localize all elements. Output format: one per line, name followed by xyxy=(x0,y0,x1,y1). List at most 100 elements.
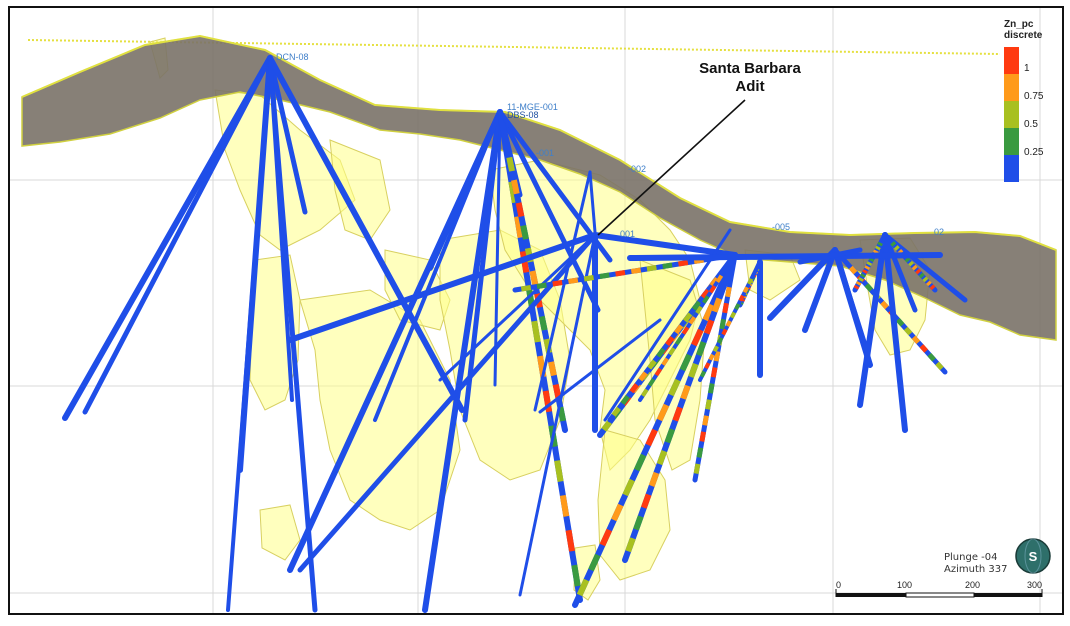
drillhole-trace xyxy=(82,55,273,415)
assay-interval xyxy=(717,336,724,344)
assay-interval xyxy=(633,453,647,472)
drillhole-trace xyxy=(627,252,943,261)
assay-interval xyxy=(681,326,690,335)
adit-annotation: Santa Barbara Adit xyxy=(680,60,820,96)
assay-interval xyxy=(922,276,929,283)
assay-interval xyxy=(699,370,707,378)
assay-interval xyxy=(536,282,547,289)
assay-interval xyxy=(630,267,642,274)
topography-surface xyxy=(21,34,1057,341)
legend-label: 0.5 xyxy=(1024,119,1038,130)
assay-interval xyxy=(915,268,922,275)
assay-interval xyxy=(875,245,881,251)
assay-interval xyxy=(929,284,936,291)
assay-interval xyxy=(615,270,626,277)
assay-interval xyxy=(864,265,871,270)
adit-title-line2: Adit xyxy=(735,78,765,95)
assay-interval xyxy=(688,362,699,379)
drillhole-trace xyxy=(267,55,308,215)
assay-interval xyxy=(622,478,635,497)
drillhole-trace xyxy=(592,232,738,258)
legend-color-ramp xyxy=(1004,47,1019,182)
drillhole-trace xyxy=(538,318,662,414)
drillhole-trace xyxy=(533,170,592,412)
legend-title: Zn_pc discrete xyxy=(1004,19,1042,41)
assay-interval xyxy=(538,315,548,331)
assay-interval xyxy=(702,295,710,304)
assay-interval xyxy=(893,245,900,251)
drillhole-label: -001 xyxy=(536,148,555,158)
assay-interval xyxy=(715,274,724,284)
assay-interval xyxy=(620,394,630,406)
assay-interval xyxy=(520,285,532,292)
assay-interval xyxy=(927,352,936,362)
assay-interval xyxy=(552,280,563,287)
legend-swatch xyxy=(1004,47,1019,74)
scale-label: 200 xyxy=(965,580,981,590)
assay-interval xyxy=(514,216,524,238)
assay-interval xyxy=(531,320,541,343)
assay-interval xyxy=(862,269,868,274)
assay-interval xyxy=(742,286,749,294)
assay-interval xyxy=(896,318,905,327)
assay-interval xyxy=(860,273,866,278)
scale-label: 300 xyxy=(1027,580,1043,590)
assay-interval xyxy=(725,320,732,327)
assay-interval xyxy=(515,202,525,218)
assay-interval xyxy=(668,347,676,356)
drillhole-label: 001 xyxy=(620,229,636,239)
drillhole-trace xyxy=(226,56,272,612)
assay-interval xyxy=(696,447,704,458)
assay-interval xyxy=(674,336,683,346)
legend-swatch xyxy=(1004,128,1019,155)
drillhole-trace xyxy=(857,232,888,408)
drillhole-label: 02 xyxy=(934,227,945,237)
assay-interval xyxy=(747,277,754,285)
assay-interval xyxy=(890,241,897,247)
assay-interval xyxy=(693,463,701,475)
assay-interval xyxy=(588,553,601,572)
drillhole-trace xyxy=(518,233,597,597)
assay-interval xyxy=(641,388,649,397)
assay-interval xyxy=(857,277,864,282)
drillhole-label: 11-MGE-001 xyxy=(507,102,558,112)
assay-interval xyxy=(911,264,918,271)
legend-label: 0.75 xyxy=(1024,91,1044,102)
assay-interval xyxy=(557,406,567,422)
assay-interval xyxy=(703,319,715,335)
legend-title-line1: Zn_pc xyxy=(1004,19,1034,30)
assay-interval xyxy=(565,529,575,552)
assay-interval xyxy=(704,362,711,370)
assay-interval xyxy=(710,367,718,378)
drillhole-trace xyxy=(462,109,503,423)
assay-interval xyxy=(510,179,520,195)
drillhole-trace xyxy=(767,247,838,321)
legend-swatch xyxy=(1004,101,1019,128)
assay-interval xyxy=(705,399,712,410)
assay-interval xyxy=(552,383,562,399)
assay-interval xyxy=(696,341,707,357)
assay-interval xyxy=(656,450,668,466)
assay-interval xyxy=(668,378,681,397)
assay-interval xyxy=(576,578,590,597)
assay-interval xyxy=(700,288,711,299)
drillhole-trace xyxy=(832,247,868,348)
assay-interval xyxy=(691,328,704,347)
legend-swatch xyxy=(1004,155,1019,182)
assay-interval xyxy=(855,280,862,286)
assay-interval xyxy=(559,494,570,517)
drillhole-trace xyxy=(287,232,598,343)
assay-interval xyxy=(656,347,666,358)
assay-interval xyxy=(908,260,914,267)
assay-interval xyxy=(853,284,860,290)
compass-globe-icon[interactable]: S xyxy=(1015,538,1051,574)
assay-interval xyxy=(702,415,709,426)
assay-interval xyxy=(729,311,737,319)
assay-interval xyxy=(848,265,858,275)
drillhole-trace xyxy=(802,247,838,333)
drillholes xyxy=(62,55,968,613)
assay-interval xyxy=(903,326,913,336)
adit-title-line1: Santa Barbara xyxy=(699,60,801,77)
